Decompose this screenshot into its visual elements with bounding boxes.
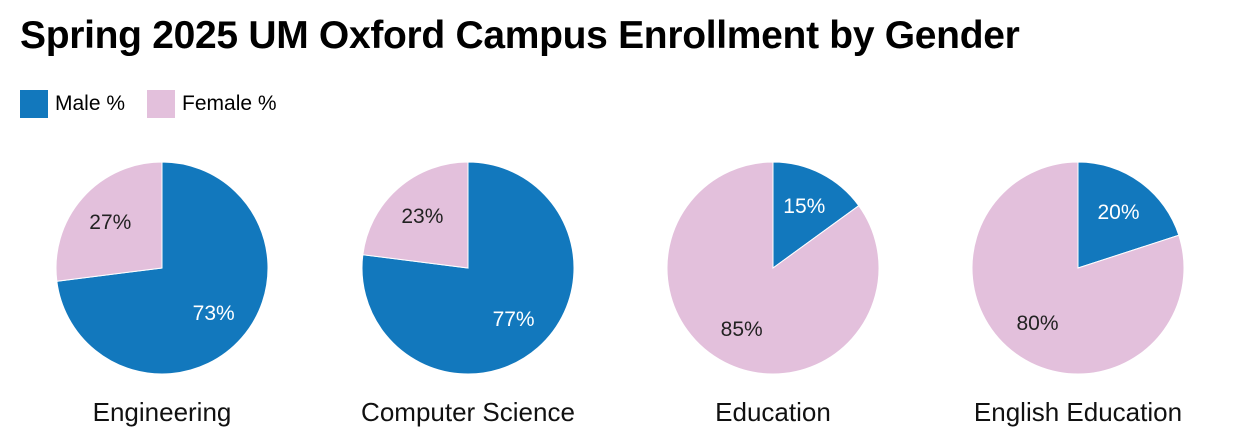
data-label-male-education: 15% <box>783 195 825 218</box>
chart-legend: Male % Female % <box>20 90 299 118</box>
legend-swatch-female <box>147 90 176 118</box>
legend-swatch-male <box>20 90 48 118</box>
chart-title: Spring 2025 UM Oxford Campus Enrollment … <box>20 14 1020 57</box>
data-label-female-english-education: 80% <box>1016 312 1058 335</box>
legend-item-female[interactable]: Female % <box>147 90 277 118</box>
pie-slice-female-education[interactable] <box>666 161 880 375</box>
legend-label-female: Female % <box>182 92 277 115</box>
pie-slice-female-computer-science[interactable] <box>362 161 469 269</box>
category-label-english-education: English Education <box>974 397 1182 427</box>
category-label-engineering: Engineering <box>93 397 232 427</box>
data-label-female-computer-science: 23% <box>401 205 443 228</box>
legend-label-male: Male % <box>55 92 126 115</box>
category-label-education: Education <box>715 397 831 427</box>
pie-slice-male-education[interactable] <box>772 161 860 269</box>
legend-item-male[interactable]: Male % <box>20 90 125 118</box>
data-label-female-education: 85% <box>721 318 763 341</box>
data-label-female-engineering: 27% <box>89 211 131 234</box>
category-label-computer-science: Computer Science <box>361 397 575 427</box>
data-label-male-engineering: 73% <box>193 302 235 325</box>
data-label-male-computer-science: 77% <box>493 308 535 331</box>
pie-slice-male-english-education[interactable] <box>1077 161 1180 269</box>
data-label-male-english-education: 20% <box>1097 201 1139 224</box>
pie-slice-female-engineering[interactable] <box>55 161 163 282</box>
pie-slice-female-english-education[interactable] <box>971 161 1185 375</box>
